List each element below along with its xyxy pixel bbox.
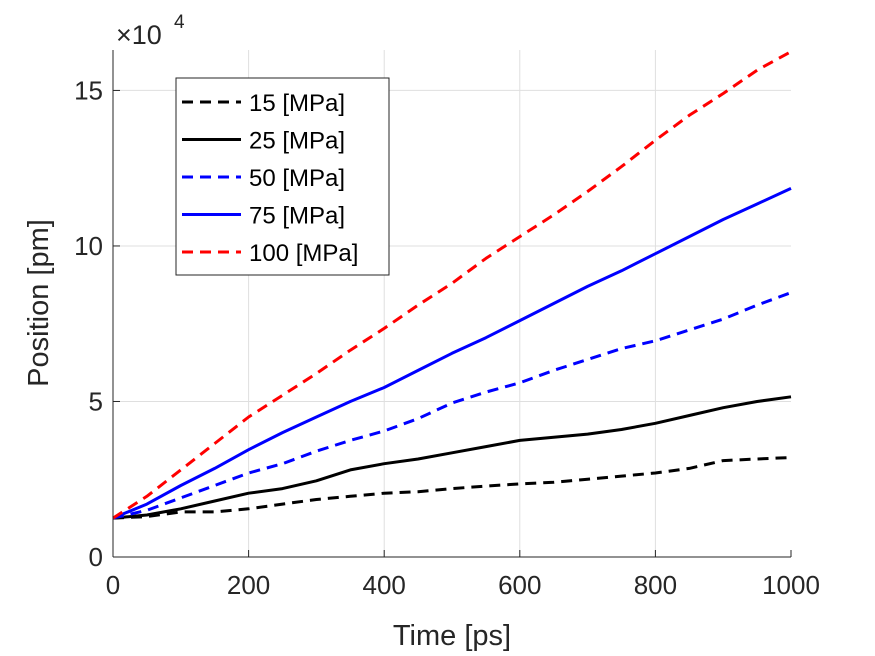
legend-entry-25-mpa: 25 [MPa] (182, 128, 345, 155)
tick-labels: 0 200 400 600 800 1000 0 5 10 15 (74, 75, 820, 600)
legend-label: 100 [MPa] (249, 240, 358, 267)
x-axis-label: Time [ps] (393, 620, 511, 652)
legend-label: 50 [MPa] (249, 165, 345, 192)
y-scale-base: ×10 (116, 20, 162, 50)
x-tick-label: 800 (634, 570, 677, 600)
x-tick-label: 0 (106, 570, 120, 600)
y-tick-label: 10 (74, 231, 103, 261)
x-tick-label: 1000 (762, 570, 820, 600)
x-tick-label: 200 (227, 570, 270, 600)
series-line-50-mpa (112, 291, 792, 520)
legend-entry-75-mpa: 75 [MPa] (182, 203, 345, 230)
y-tick-label: 15 (74, 75, 103, 105)
y-tick-label: 5 (89, 386, 103, 416)
legend-box (175, 77, 390, 276)
x-tick-label: 400 (363, 570, 406, 600)
x-tick-label: 600 (498, 570, 541, 600)
series-lines (112, 50, 792, 520)
legend: 15 [MPa] 25 [MPa] 50 [MPa] 75 [MPa] 100 [MPa… (175, 77, 390, 276)
series-line-100-mpa (112, 50, 792, 520)
legend-label: 25 [MPa] (249, 128, 345, 155)
y-scale-multiplier: ×10 4 (116, 12, 185, 50)
legend-label: 15 [MPa] (249, 90, 345, 117)
series-line-25-mpa (112, 395, 792, 520)
y-tick-label: 0 (89, 542, 103, 572)
y-axis-label: Position [pm] (23, 219, 55, 387)
axes (112, 50, 792, 558)
y-scale-exponent: 4 (174, 12, 185, 33)
legend-entry-15-mpa: 15 [MPa] (182, 90, 345, 117)
legend-entry-50-mpa: 50 [MPa] (182, 165, 345, 192)
series-line-75-mpa (112, 187, 792, 520)
legend-label: 75 [MPa] (249, 203, 345, 230)
legend-entry-100-mpa: 100 [MPa] (182, 240, 358, 267)
series-line-15-mpa (112, 456, 792, 520)
